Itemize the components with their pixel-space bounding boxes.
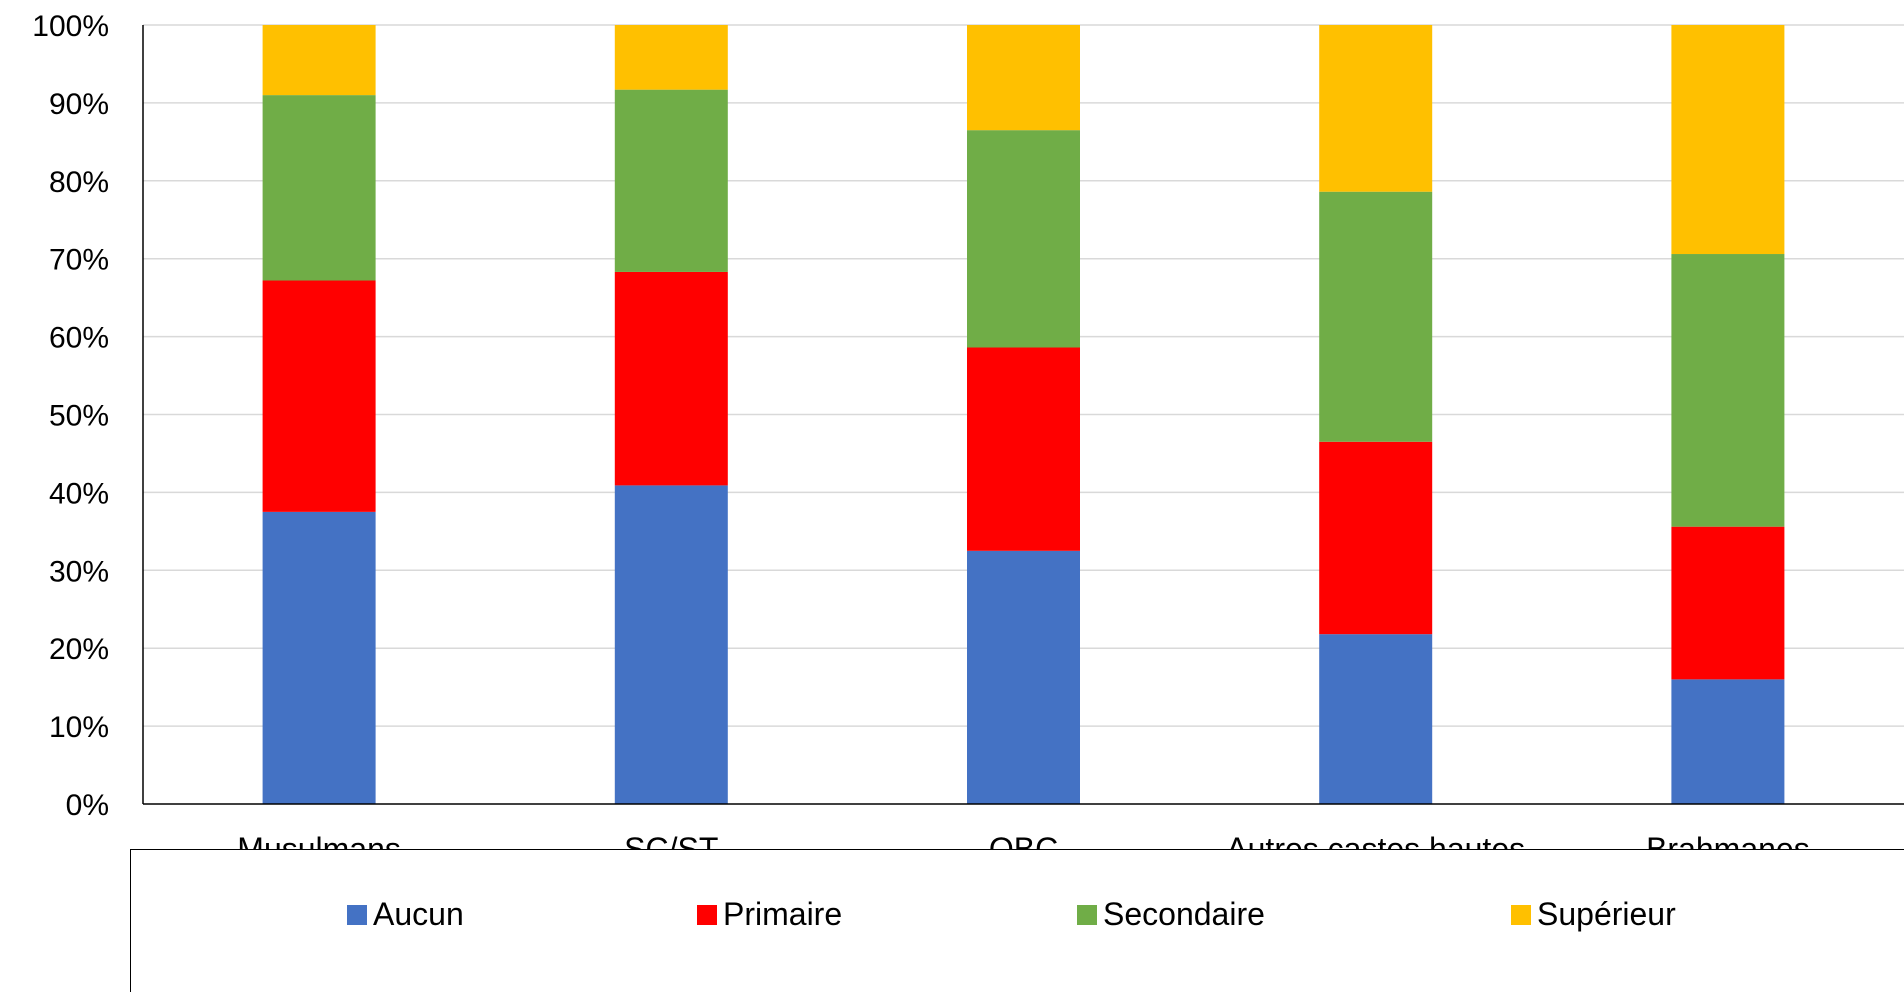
legend-item-primaire: Primaire [697,896,842,933]
bar-segment-primaire [1319,441,1433,635]
bar-segment-secondaire [1319,191,1433,442]
legend-item-superieur: Supérieur [1511,896,1676,933]
legend-label-primaire: Primaire [723,896,843,932]
bars [262,25,1785,804]
bar-segment-secondaire [1671,254,1785,527]
legend-label-secondaire: Secondaire [1103,896,1265,932]
y-tick-label: 20% [49,633,109,666]
bar-segment-aucun [1319,634,1433,804]
y-tick-label: 60% [49,322,109,355]
legend-item-secondaire: Secondaire [1077,896,1265,933]
bar-segment-aucun [614,485,728,804]
axes [142,25,1904,805]
bar-segment-primaire [262,280,376,512]
bar-segment-supérieur [967,25,1080,131]
bar-segment-primaire [614,271,728,486]
y-tick-label: 90% [49,88,109,121]
y-tick-label: 0% [66,789,109,822]
bar-segment-supérieur [262,25,376,96]
bar-segment-supérieur [1671,25,1785,255]
bar-segment-secondaire [967,130,1080,348]
legend-label-aucun: Aucun [373,896,464,932]
y-tick-label: 40% [49,477,109,510]
bar-segment-secondaire [614,89,728,272]
legend-swatch-secondaire [1077,904,1097,925]
y-tick-label: 50% [49,400,109,433]
legend-swatch-superieur [1511,904,1531,925]
legend: Aucun Primaire Secondaire Supérieur [130,849,1904,992]
y-tick-label: 10% [49,711,109,744]
legend-swatch-aucun [347,904,367,925]
bar-segment-supérieur [1319,25,1433,192]
y-tick-label: 30% [49,555,109,588]
y-tick-labels: 0% 10% 20% 30% 40% 50% 60% 70% 80% 90% 100% [32,10,109,822]
y-tick-label: 100% [32,10,109,43]
bar-segment-aucun [262,511,376,804]
y-tick-label: 70% [49,244,109,277]
bar-segment-primaire [967,347,1080,551]
bar-segment-supérieur [614,25,728,90]
legend-item-aucun: Aucun [347,896,464,933]
y-tick-label: 80% [49,166,109,199]
bar-segment-aucun [1671,679,1785,804]
legend-label-superieur: Supérieur [1537,896,1676,932]
bar-segment-primaire [1671,526,1785,680]
legend-swatch-primaire [697,904,717,925]
bar-segment-aucun [967,550,1080,804]
bar-segment-secondaire [262,95,376,281]
